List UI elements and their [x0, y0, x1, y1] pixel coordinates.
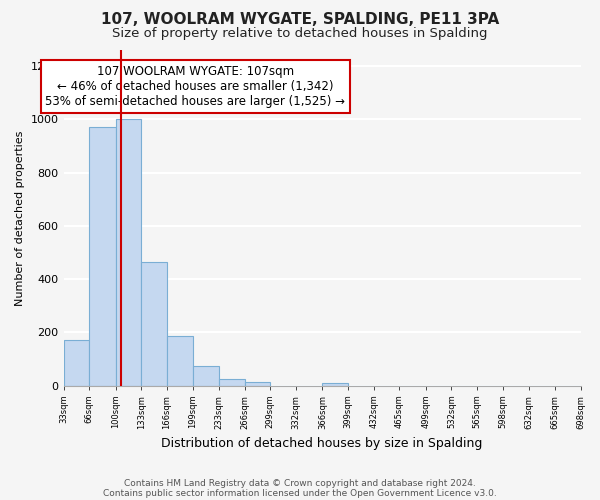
Text: Contains public sector information licensed under the Open Government Licence v3: Contains public sector information licen… [103, 488, 497, 498]
Bar [219, 379, 245, 386]
Text: 107, WOOLRAM WYGATE, SPALDING, PE11 3PA: 107, WOOLRAM WYGATE, SPALDING, PE11 3PA [101, 12, 499, 28]
Bar [322, 383, 348, 386]
Text: Size of property relative to detached houses in Spalding: Size of property relative to detached ho… [112, 28, 488, 40]
Bar [141, 262, 167, 386]
Text: Contains HM Land Registry data © Crown copyright and database right 2024.: Contains HM Land Registry data © Crown c… [124, 478, 476, 488]
X-axis label: Distribution of detached houses by size in Spalding: Distribution of detached houses by size … [161, 437, 483, 450]
Bar [245, 382, 271, 386]
Bar [64, 340, 89, 386]
Bar [167, 336, 193, 386]
Bar [193, 366, 219, 386]
Text: 107 WOOLRAM WYGATE: 107sqm
← 46% of detached houses are smaller (1,342)
53% of s: 107 WOOLRAM WYGATE: 107sqm ← 46% of deta… [46, 65, 346, 108]
Bar [89, 128, 116, 386]
Y-axis label: Number of detached properties: Number of detached properties [15, 130, 25, 306]
Bar [116, 120, 141, 386]
